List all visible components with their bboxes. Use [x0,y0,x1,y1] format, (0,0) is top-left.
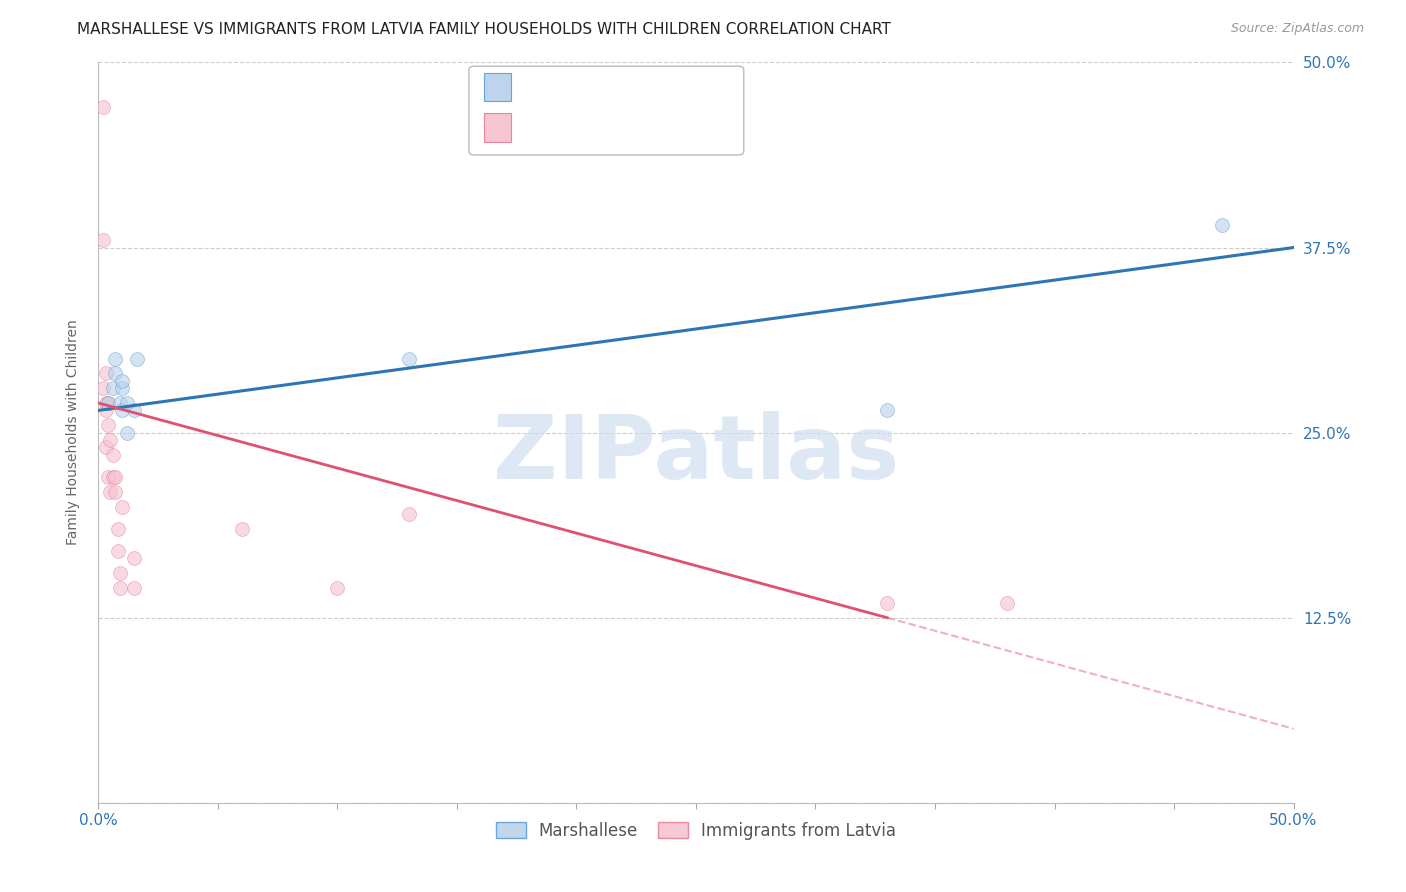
Text: Source: ZipAtlas.com: Source: ZipAtlas.com [1230,22,1364,36]
Point [94,396,117,410]
Text: N =: N = [624,119,661,136]
Point [398,507,420,521]
Point [876,403,898,417]
Point [98,484,122,499]
Point [94,367,117,381]
Text: 15: 15 [664,78,686,95]
Point [97,470,120,484]
Text: R =: R = [520,78,557,95]
Text: MARSHALLESE VS IMMIGRANTS FROM LATVIA FAMILY HOUSEHOLDS WITH CHILDREN CORRELATIO: MARSHALLESE VS IMMIGRANTS FROM LATVIA FA… [77,22,891,37]
FancyBboxPatch shape [485,113,510,142]
Point [97,396,120,410]
Point [124,581,146,595]
Text: R =: R = [520,119,557,136]
Point [101,448,124,462]
Point [108,566,131,581]
Point [91,381,114,395]
Point [104,470,127,484]
Point [91,233,114,247]
Point [97,396,120,410]
Point [124,403,146,417]
Legend: Marshallese, Immigrants from Latvia: Marshallese, Immigrants from Latvia [489,815,903,847]
Point [101,381,124,395]
Point [124,551,146,566]
Point [115,396,138,410]
Point [876,596,898,610]
Text: ZIPatlas: ZIPatlas [494,411,898,499]
Point [398,351,420,366]
Point [94,403,117,417]
Point [995,596,1018,610]
Text: -0.202: -0.202 [553,119,612,136]
Point [104,367,127,381]
Point [98,433,122,447]
Point [108,396,131,410]
Point [91,100,114,114]
FancyBboxPatch shape [485,72,510,101]
Point [108,581,131,595]
Point [111,403,134,417]
Point [104,484,127,499]
Point [101,470,124,484]
Point [107,522,129,536]
Point [115,425,138,440]
Point [1211,219,1233,233]
FancyBboxPatch shape [470,66,744,155]
Point [104,351,127,366]
Point [97,418,120,433]
Point [111,381,134,395]
Point [107,544,129,558]
Point [94,441,117,455]
Text: 28: 28 [664,119,686,136]
Text: N =: N = [624,78,661,95]
Point [111,374,134,388]
Point [111,500,134,514]
Point [326,581,349,595]
Y-axis label: Family Households with Children: Family Households with Children [66,319,80,546]
Point [125,351,148,366]
Text: 0.667: 0.667 [565,78,617,95]
Point [231,522,253,536]
